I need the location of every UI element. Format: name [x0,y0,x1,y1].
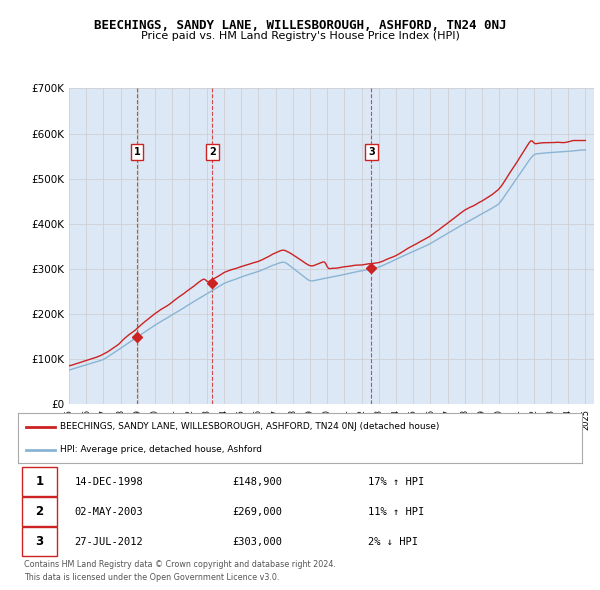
Text: This data is licensed under the Open Government Licence v3.0.: This data is licensed under the Open Gov… [24,573,280,582]
FancyBboxPatch shape [22,527,57,556]
FancyBboxPatch shape [22,467,57,496]
Text: Price paid vs. HM Land Registry's House Price Index (HPI): Price paid vs. HM Land Registry's House … [140,31,460,41]
Text: BEECHINGS, SANDY LANE, WILLESBOROUGH, ASHFORD, TN24 0NJ (detached house): BEECHINGS, SANDY LANE, WILLESBOROUGH, AS… [60,422,440,431]
Text: 1: 1 [35,475,43,488]
Text: 2: 2 [35,505,43,518]
Text: £269,000: £269,000 [232,507,283,516]
Text: 3: 3 [35,535,43,548]
Text: 11% ↑ HPI: 11% ↑ HPI [368,507,424,516]
Text: Contains HM Land Registry data © Crown copyright and database right 2024.: Contains HM Land Registry data © Crown c… [24,560,336,569]
FancyBboxPatch shape [22,497,57,526]
Text: HPI: Average price, detached house, Ashford: HPI: Average price, detached house, Ashf… [60,445,262,454]
Text: 02-MAY-2003: 02-MAY-2003 [74,507,143,516]
Text: 2: 2 [209,147,216,156]
Text: 17% ↑ HPI: 17% ↑ HPI [368,477,424,487]
Text: 27-JUL-2012: 27-JUL-2012 [74,536,143,546]
Text: 2% ↓ HPI: 2% ↓ HPI [368,536,418,546]
Text: 1: 1 [134,147,140,156]
Text: 14-DEC-1998: 14-DEC-1998 [74,477,143,487]
Text: BEECHINGS, SANDY LANE, WILLESBOROUGH, ASHFORD, TN24 0NJ: BEECHINGS, SANDY LANE, WILLESBOROUGH, AS… [94,19,506,32]
Text: £303,000: £303,000 [232,536,283,546]
Text: 3: 3 [368,147,374,156]
Text: £148,900: £148,900 [232,477,283,487]
